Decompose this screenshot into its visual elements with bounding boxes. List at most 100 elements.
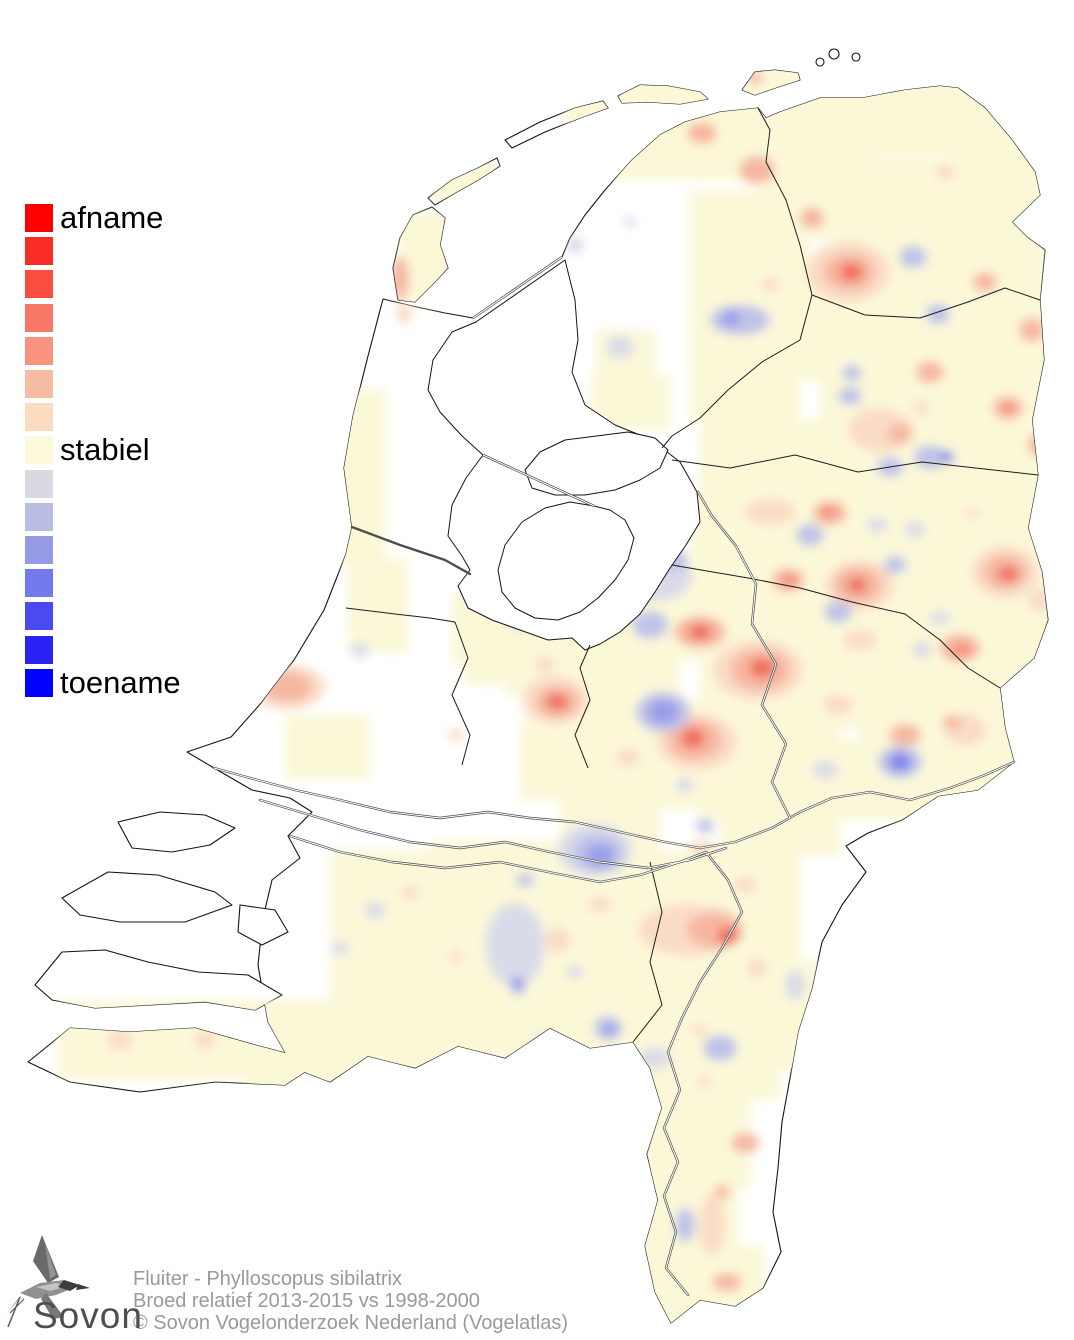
- decline-blob: [839, 263, 863, 281]
- legend-swatch-1: [25, 237, 53, 266]
- legend-swatch-7: [25, 436, 53, 465]
- decline-blob: [714, 1185, 730, 1199]
- decline-blob: [1028, 433, 1048, 457]
- stable-patch: [640, 1245, 765, 1323]
- increase-blob: [603, 1024, 617, 1036]
- increase-blob: [606, 336, 634, 358]
- coastline-land: [27, 48, 1049, 1324]
- caption-copyright: © Sovon Vogelonderzoek Nederland (Vogela…: [133, 1312, 569, 1334]
- increase-blob: [905, 522, 925, 538]
- decline-blob: [747, 959, 767, 977]
- legend-swatch-8: [25, 469, 53, 498]
- increase-blob: [842, 365, 862, 381]
- increase-blob: [785, 970, 805, 1000]
- increase-blob: [867, 517, 887, 533]
- decline-blob: [761, 278, 779, 292]
- increase-blob: [364, 902, 386, 918]
- legend-swatch-2: [25, 270, 53, 299]
- legend-swatch-9: [25, 502, 53, 531]
- decline-blob: [712, 1273, 742, 1291]
- increase-blob: [567, 965, 583, 979]
- stable-patch: [720, 795, 840, 855]
- decline-blob: [1019, 318, 1045, 342]
- increase-blob: [536, 1033, 554, 1047]
- stable-patch: [618, 80, 713, 108]
- river-rijn-lek-inner: [213, 761, 1015, 849]
- increase-blob: [675, 1208, 695, 1242]
- decline-blob: [847, 577, 867, 593]
- border-brabant-limburg: [632, 861, 663, 1043]
- increase-blob: [331, 941, 349, 955]
- increase-blob: [566, 237, 584, 253]
- stable-patch: [520, 720, 620, 800]
- legend-swatch-13: [25, 635, 53, 664]
- province-borders: [345, 107, 1041, 1043]
- decline-blob: [1028, 588, 1048, 612]
- legend-swatch-0: [25, 204, 53, 232]
- border-overijssel-gelderland: [671, 564, 1001, 689]
- decline-blob: [966, 508, 980, 518]
- increase-blob: [722, 310, 740, 326]
- increase-blob: [703, 1035, 737, 1061]
- increase-blob: [838, 387, 862, 405]
- decline-blob: [397, 304, 411, 324]
- decline-blob: [739, 156, 775, 184]
- increase-blob: [351, 643, 369, 657]
- river-ijssel-inner: [697, 491, 791, 819]
- decline-blob: [450, 949, 462, 965]
- river-waal-inner: [259, 799, 727, 869]
- decline-blob: [616, 748, 640, 766]
- decline-blob: [689, 624, 711, 640]
- afsluitdijk-inner: [472, 256, 563, 319]
- wadden-islet: [851, 52, 861, 62]
- dikes: [472, 256, 595, 508]
- border-utrecht-gelderland: [574, 644, 591, 769]
- decline-blob: [782, 574, 798, 586]
- caption-species: Fluiter - Phylloscopus sibilatrix: [133, 1268, 402, 1290]
- legend-swatch-12: [25, 602, 53, 631]
- border-groningen-drenthe: [811, 287, 1041, 319]
- increase-blob: [940, 451, 954, 463]
- decline-blob: [800, 207, 824, 229]
- legend-swatch-10: [25, 536, 53, 564]
- legend-swatch-11: [25, 569, 53, 598]
- decline-blob: [889, 724, 921, 746]
- stable-patch: [348, 558, 408, 653]
- increase-blob: [926, 304, 950, 324]
- decline-blob: [687, 122, 717, 144]
- increase-blob: [912, 642, 932, 658]
- legend-swatch-5: [25, 370, 53, 398]
- decline-blob: [698, 1076, 712, 1088]
- increase-blob: [632, 611, 668, 639]
- decline-blob: [1001, 403, 1015, 413]
- bird-lower-wing: [41, 1293, 64, 1319]
- legend-swatch-3: [25, 303, 53, 332]
- bird-head: [58, 1280, 80, 1291]
- increase-blob: [648, 700, 678, 724]
- increase-blob: [914, 445, 946, 469]
- border-noord-zuid-holland: [345, 607, 456, 623]
- increase-blob: [511, 976, 525, 994]
- bird-beak: [76, 1284, 90, 1290]
- decline-blob: [546, 927, 570, 953]
- decline-blob: [107, 1030, 133, 1050]
- increase-blob: [930, 611, 950, 625]
- sovon-wordmark: Sovon: [33, 1295, 143, 1336]
- legend-swatch-14: [25, 668, 53, 697]
- decline-blob: [546, 694, 568, 710]
- decline-blob: [699, 1195, 725, 1255]
- decline-blob: [681, 728, 705, 748]
- decline-blob: [733, 877, 757, 893]
- decline-blob: [448, 729, 464, 741]
- houtribdijk-inner: [482, 454, 595, 507]
- decline-blob: [589, 897, 611, 913]
- zeeland-island-goeree: [117, 811, 236, 853]
- decline-blob: [693, 1024, 707, 1036]
- decline-blob: [887, 424, 913, 444]
- increase-blob: [676, 778, 694, 792]
- wadden-islet: [828, 48, 840, 60]
- swallow-bird-icon: [6, 1235, 90, 1328]
- flevoland-polder: [497, 501, 635, 621]
